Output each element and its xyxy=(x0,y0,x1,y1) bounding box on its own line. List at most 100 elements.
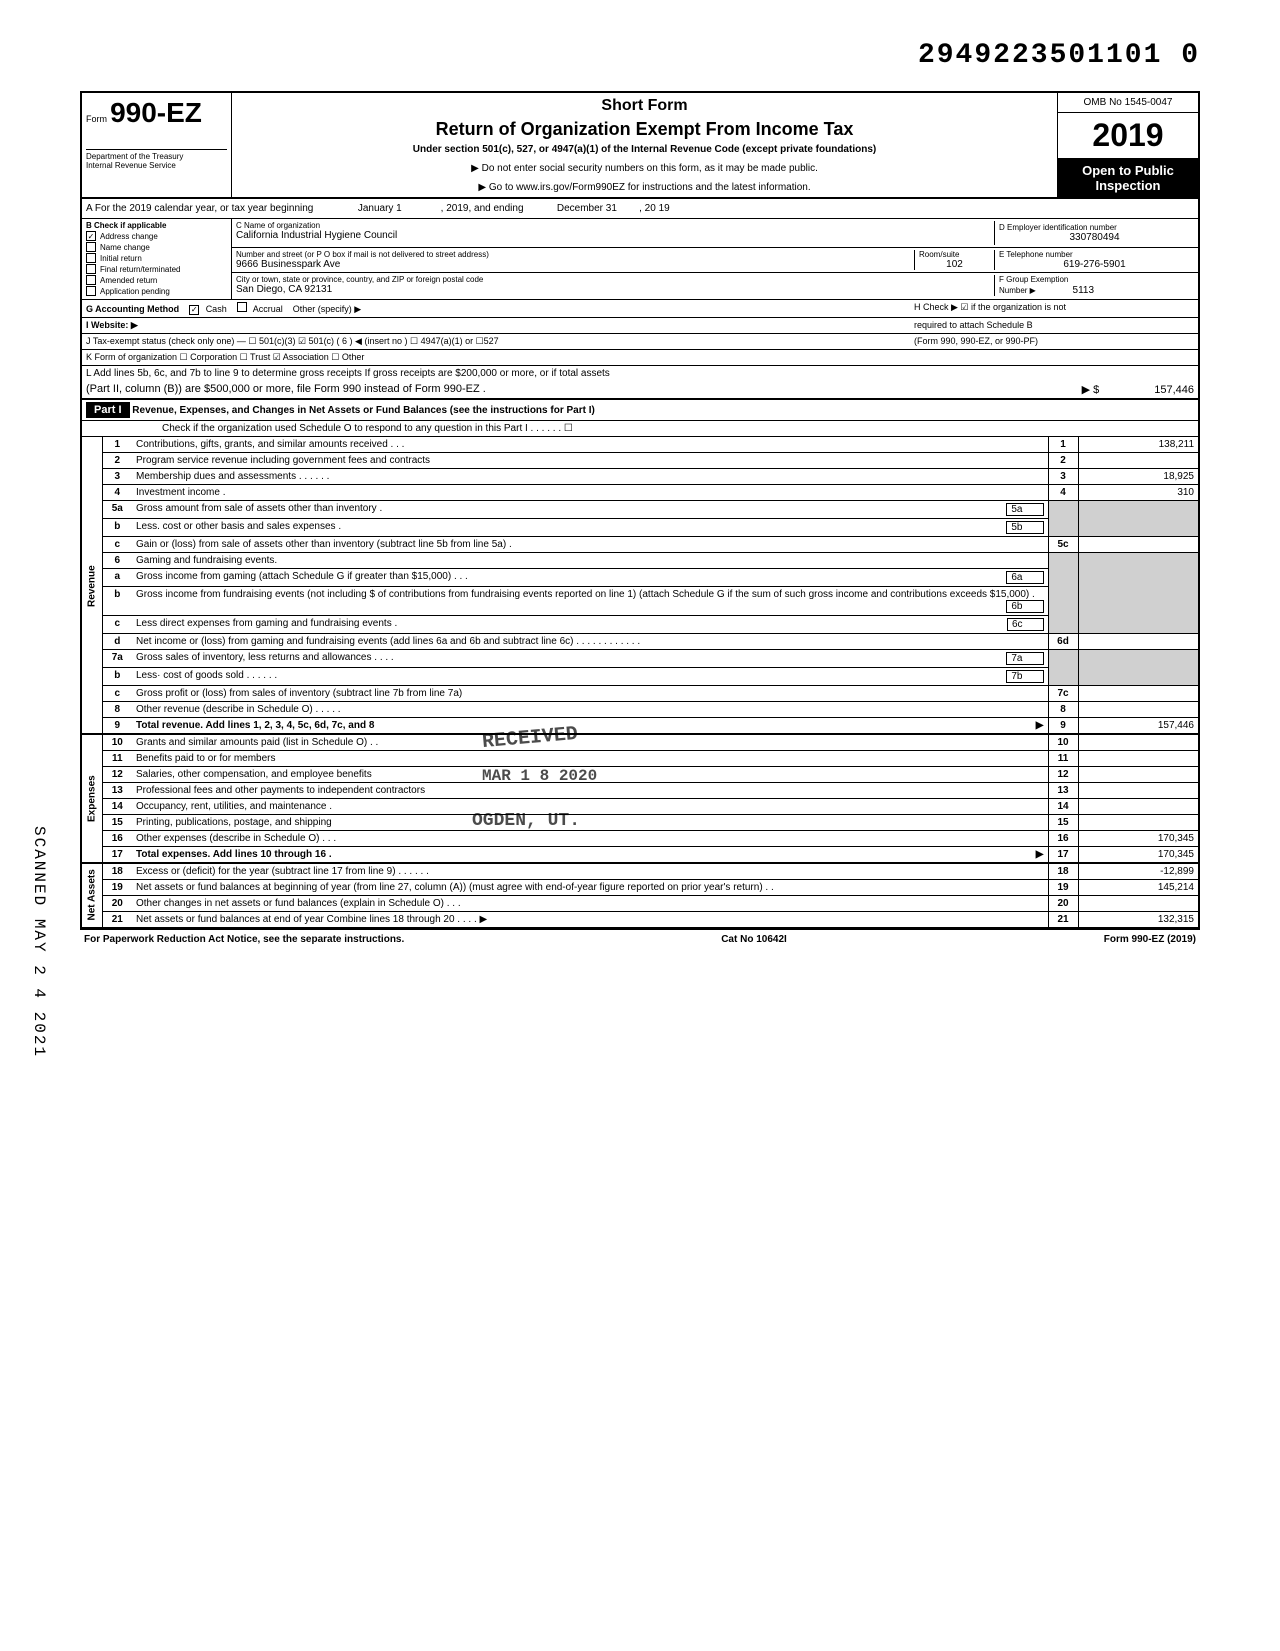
line-21-desc: Net assets or fund balances at end of ye… xyxy=(132,912,1048,928)
revenue-side-label: Revenue xyxy=(82,437,102,734)
line-6c-desc: Less direct expenses from gaming and fun… xyxy=(136,618,397,629)
label-amended: Amended return xyxy=(100,276,157,285)
line-8-desc: Other revenue (describe in Schedule O) .… xyxy=(132,702,1048,718)
line-16-desc: Other expenses (describe in Schedule O) … xyxy=(132,831,1048,847)
group-label2: Number ▶ xyxy=(999,286,1036,295)
line-13-num: 13 xyxy=(1048,783,1078,799)
section-b-checkboxes: B Check if applicable ✓ Address change Na… xyxy=(82,219,232,299)
line-19-num: 19 xyxy=(1048,880,1078,896)
line-6a-sub: 6a xyxy=(1006,571,1043,584)
form-subtitle: Under section 501(c), 527, or 4947(a)(1)… xyxy=(236,144,1053,155)
line-7c-num: 7c xyxy=(1048,686,1078,702)
section-k: K Form of organization ☐ Corporation ☐ T… xyxy=(82,350,1198,366)
section-h-label3: (Form 990, 990-EZ, or 990-PF) xyxy=(914,336,1194,347)
gross-receipts: 157,446 xyxy=(1154,384,1194,396)
section-l-1: L Add lines 5b, 6c, and 7b to line 9 to … xyxy=(82,366,1198,381)
section-g-h: G Accounting Method ✓ Cash Accrual Other… xyxy=(82,300,1198,318)
line-6b-sub: 6b xyxy=(1006,600,1043,613)
line-4-desc: Investment income . xyxy=(132,485,1048,501)
checkbox-cash[interactable]: ✓ xyxy=(189,305,199,315)
line-8-num: 8 xyxy=(1048,702,1078,718)
dept-label: Department of the Treasury Internal Reve… xyxy=(86,152,227,170)
footer-right: Form 990-EZ (2019) xyxy=(1104,934,1196,945)
part1-title: Revenue, Expenses, and Changes in Net As… xyxy=(132,405,595,416)
document-id: 2949223501101 0 xyxy=(80,40,1200,71)
end-year: , 20 19 xyxy=(639,203,670,214)
line-10-num: 10 xyxy=(1048,734,1078,751)
label-name-change: Name change xyxy=(100,243,150,252)
line-21-num: 21 xyxy=(1048,912,1078,928)
cash-label: Cash xyxy=(206,304,227,314)
other-label: Other (specify) ▶ xyxy=(293,304,361,314)
line-1-desc: Contributions, gifts, grants, and simila… xyxy=(132,437,1048,453)
part1-check: Check if the organization used Schedule … xyxy=(82,421,1198,437)
checkbox-name-change[interactable] xyxy=(86,242,96,252)
line-7b-desc: Less· cost of goods sold . . . . . . xyxy=(136,670,277,681)
location-stamp: OGDEN, UT. xyxy=(472,811,580,831)
street-value: 9666 Businesspark Ave xyxy=(236,259,914,270)
section-h-label2: required to attach Schedule B xyxy=(914,320,1194,330)
checkbox-pending[interactable] xyxy=(86,286,96,296)
org-name-label: C Name of organization xyxy=(236,221,994,230)
group-value: 5113 xyxy=(1073,285,1095,296)
line-10-desc: Grants and similar amounts paid (list in… xyxy=(136,737,378,748)
part1-lines-table: Revenue 1Contributions, gifts, grants, a… xyxy=(82,437,1198,928)
line-21-val: 132,315 xyxy=(1078,912,1198,928)
line-15-num: 15 xyxy=(1048,815,1078,831)
section-l-label2: (Part II, column (B)) are $500,000 or mo… xyxy=(86,383,486,396)
label-initial-return: Initial return xyxy=(100,254,142,263)
line-6d-desc: Net income or (loss) from gaming and fun… xyxy=(132,634,1048,650)
line-7c-desc: Gross profit or (loss) from sales of inv… xyxy=(132,686,1048,702)
line-14-num: 14 xyxy=(1048,799,1078,815)
city-label: City or town, state or province, country… xyxy=(236,275,994,284)
line-11-num: 11 xyxy=(1048,751,1078,767)
line-7a-sub: 7a xyxy=(1006,652,1043,665)
line-19-val: 145,214 xyxy=(1078,880,1198,896)
section-k-label: K Form of organization ☐ Corporation ☐ T… xyxy=(86,352,364,363)
short-form-label: Short Form xyxy=(236,97,1053,115)
ein-label: D Employer identification number xyxy=(999,223,1190,232)
line-11-desc: Benefits paid to or for members xyxy=(132,751,1048,767)
checkbox-final-return[interactable] xyxy=(86,264,96,274)
checkbox-amended[interactable] xyxy=(86,275,96,285)
line-17-num: 17 xyxy=(1048,847,1078,864)
instruction-1: ▶ Do not enter social security numbers o… xyxy=(236,163,1053,174)
line-5c-desc: Gain or (loss) from sale of assets other… xyxy=(132,537,1048,553)
org-name: California Industrial Hygiene Council xyxy=(236,230,994,241)
section-l-label: L Add lines 5b, 6c, and 7b to line 9 to … xyxy=(86,368,610,379)
expenses-side-label: Expenses xyxy=(82,734,102,863)
instruction-2: ▶ Go to www.irs.gov/Form990EZ for instru… xyxy=(236,182,1053,193)
checkbox-accrual[interactable] xyxy=(237,302,247,312)
line-20-desc: Other changes in net assets or fund bala… xyxy=(132,896,1048,912)
footer-center: Cat No 10642I xyxy=(721,934,787,945)
label-address-change: Address change xyxy=(100,232,158,241)
line-9-val: 157,446 xyxy=(1078,718,1198,735)
checkbox-address-change[interactable]: ✓ xyxy=(86,231,96,241)
line-7b-sub: 7b xyxy=(1006,670,1043,683)
line-5a-sub: 5a xyxy=(1006,503,1043,516)
date-stamp: MAR 1 8 2020 xyxy=(482,767,597,785)
mid-label: , 2019, and ending xyxy=(441,203,524,214)
section-l-2: (Part II, column (B)) are $500,000 or mo… xyxy=(82,381,1198,400)
omb-number: OMB No 1545-0047 xyxy=(1058,93,1198,113)
street-label: Number and street (or P O box if mail is… xyxy=(236,250,914,259)
line-15-desc: Printing, publications, postage, and shi… xyxy=(136,817,332,828)
netassets-side-label: Net Assets xyxy=(82,863,102,928)
part1-header: Part I xyxy=(86,402,130,418)
city-value: San Diego, CA 92131 xyxy=(236,284,994,295)
line-3-desc: Membership dues and assessments . . . . … xyxy=(132,469,1048,485)
section-a: A For the 2019 calendar year, or tax yea… xyxy=(82,199,1198,219)
form-title: Return of Organization Exempt From Incom… xyxy=(236,119,1053,140)
section-b-header: B Check if applicable xyxy=(86,221,227,230)
line-6-desc: Gaming and fundraising events. xyxy=(132,553,1048,569)
line-5b-sub: 5b xyxy=(1006,521,1043,534)
line-16-val: 170,345 xyxy=(1078,831,1198,847)
phone-label: E Telephone number xyxy=(999,250,1190,259)
website-label: I Website: ▶ xyxy=(86,320,138,330)
gross-arrow: ▶ $ xyxy=(1082,384,1100,396)
section-a-label: A For the 2019 calendar year, or tax yea… xyxy=(86,203,313,214)
checkbox-initial-return[interactable] xyxy=(86,253,96,263)
section-j: J Tax-exempt status (check only one) — ☐… xyxy=(82,334,1198,350)
begin-date: January 1 xyxy=(358,203,402,214)
line-3-val: 18,925 xyxy=(1078,469,1198,485)
